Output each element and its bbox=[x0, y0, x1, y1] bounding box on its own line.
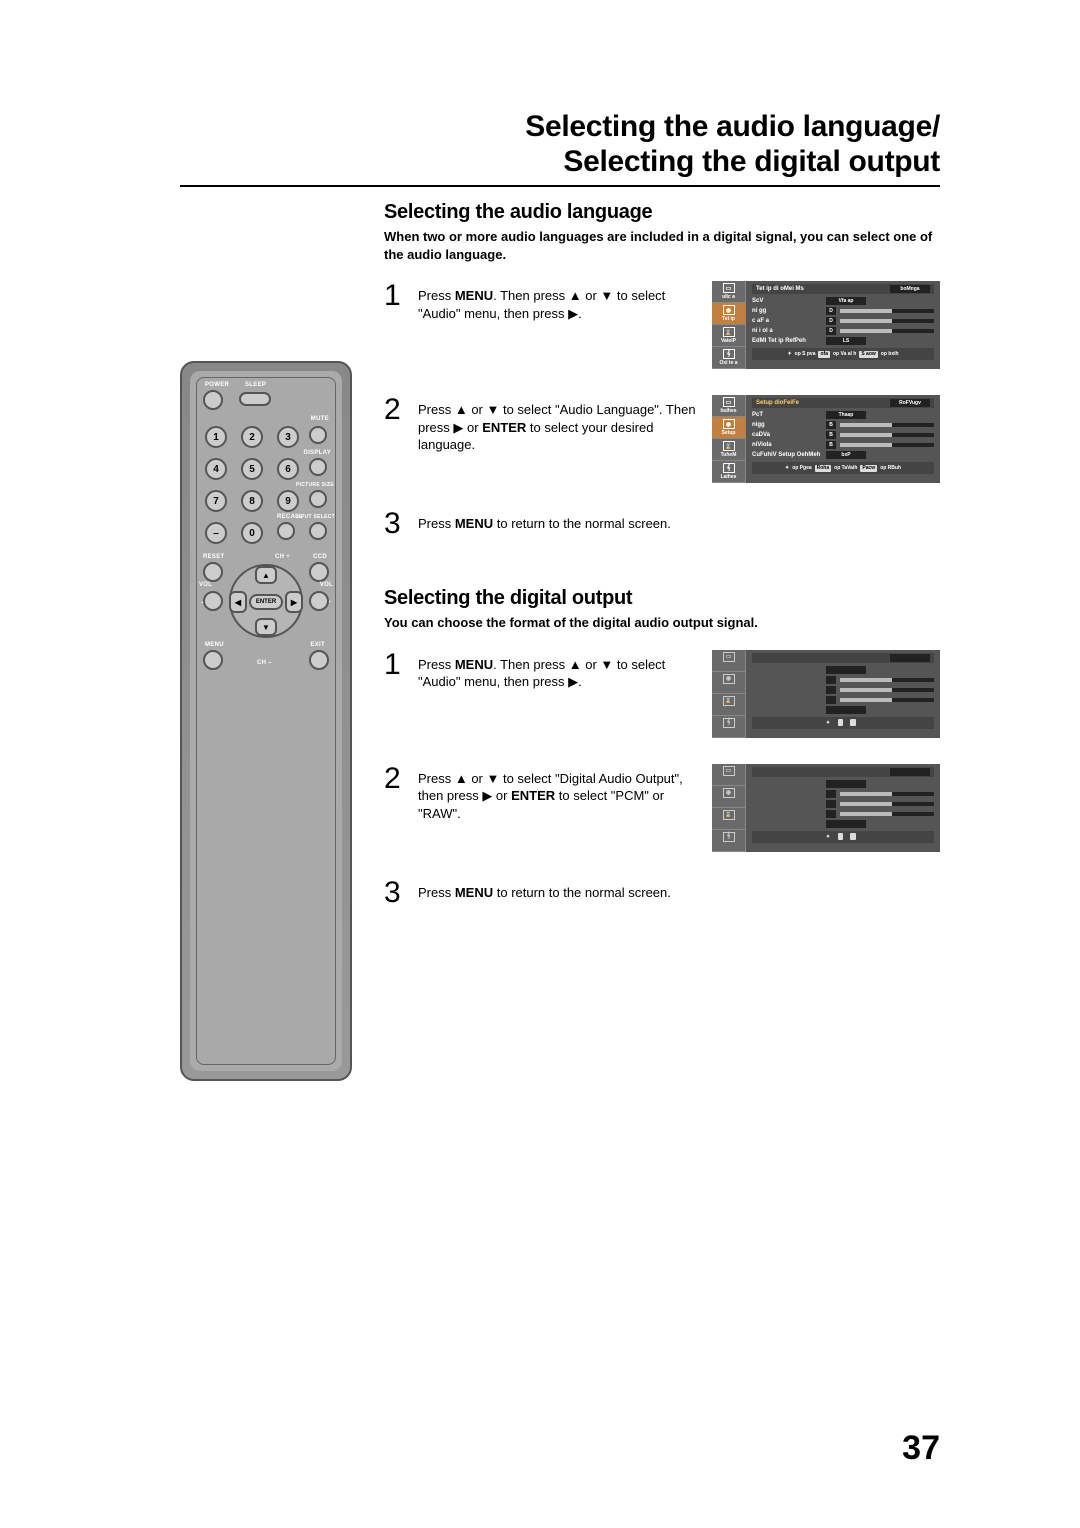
title-line-2: Selecting the digital output bbox=[563, 145, 940, 178]
num-2-button[interactable]: 2 bbox=[241, 426, 263, 448]
vol-up-button[interactable] bbox=[309, 591, 329, 611]
osd-screenshot-4: ▭. ◉. ⌛. 𝄞. .. .. .. .. .. .. ✦.. bbox=[712, 764, 940, 852]
num-4-button[interactable]: 4 bbox=[205, 458, 227, 480]
title-line-1: Selecting the audio language/ bbox=[525, 110, 940, 143]
s2-step-1: 1 Press MENU. Then press ▲ or ▼ to selec… bbox=[384, 650, 940, 738]
num-6-button[interactable]: 6 bbox=[277, 458, 299, 480]
step-number: 2 bbox=[384, 395, 404, 425]
osd-screenshot-3: ▭. ◉. ⌛. 𝄞. .. .. .. .. .. .. ✦.. bbox=[712, 650, 940, 738]
exit-button[interactable] bbox=[309, 650, 329, 670]
remote-control: POWER SLEEP MUTE 1 2 3 DISPLAY 4 5 6 PIC… bbox=[180, 361, 352, 1081]
label-power: POWER bbox=[205, 382, 229, 388]
label-picsize: PICTURE SIZE bbox=[296, 482, 334, 488]
label-chminus: CH – bbox=[257, 660, 272, 666]
num-3-button[interactable]: 3 bbox=[277, 426, 299, 448]
num-5-button[interactable]: 5 bbox=[241, 458, 263, 480]
step-text: Press MENU. Then press ▲ or ▼ to select … bbox=[418, 281, 698, 322]
step-text: Press ▲ or ▼ to select "Digital Audio Ou… bbox=[418, 764, 698, 823]
content-columns: POWER SLEEP MUTE 1 2 3 DISPLAY 4 5 6 PIC… bbox=[180, 201, 940, 1081]
s1-step-1: 1 Press MENU. Then press ▲ or ▼ to selec… bbox=[384, 281, 940, 369]
s2-step-3: 3 Press MENU to return to the normal scr… bbox=[384, 878, 940, 908]
label-mute: MUTE bbox=[311, 416, 329, 422]
osd-screenshot-2: ▭buihes ◉Setup ⌛TuheM 𝄞Laihes Setup dioF… bbox=[712, 395, 940, 483]
menu-button[interactable] bbox=[203, 650, 223, 670]
s1-step-2: 2 Press ▲ or ▼ to select "Audio Language… bbox=[384, 395, 940, 483]
step-number: 3 bbox=[384, 878, 404, 908]
input-select-button[interactable] bbox=[309, 522, 327, 540]
step-text: Press MENU to return to the normal scree… bbox=[418, 878, 940, 902]
remote-column: POWER SLEEP MUTE 1 2 3 DISPLAY 4 5 6 PIC… bbox=[180, 201, 360, 1081]
label-volplus: VOL bbox=[320, 582, 333, 588]
step-number: 3 bbox=[384, 509, 404, 539]
label-ccd: CCD bbox=[313, 554, 327, 560]
dash-button[interactable]: – bbox=[205, 522, 227, 544]
step-number: 2 bbox=[384, 764, 404, 794]
mute-button[interactable] bbox=[309, 426, 327, 444]
ccd-button[interactable] bbox=[309, 562, 329, 582]
enter-button[interactable]: ENTER bbox=[249, 594, 283, 610]
step-text: Press MENU. Then press ▲ or ▼ to select … bbox=[418, 650, 698, 691]
label-menu: MENU bbox=[205, 642, 224, 648]
step-text: Press MENU to return to the normal scree… bbox=[418, 509, 940, 533]
page-title: Selecting the audio language/ Selecting … bbox=[180, 110, 940, 179]
page-number: 37 bbox=[902, 1429, 940, 1468]
reset-button[interactable] bbox=[203, 562, 223, 582]
section-1-desc: When two or more audio languages are inc… bbox=[384, 228, 940, 263]
section-2-title: Selecting the digital output bbox=[384, 587, 940, 610]
recall-button[interactable] bbox=[277, 522, 295, 540]
step-text: Press ▲ or ▼ to select "Audio Language".… bbox=[418, 395, 698, 454]
step-number: 1 bbox=[384, 281, 404, 311]
left-button[interactable]: ◀ bbox=[229, 591, 247, 613]
label-chplus: CH + bbox=[275, 554, 290, 560]
title-rule bbox=[180, 185, 940, 187]
s1-step-3: 3 Press MENU to return to the normal scr… bbox=[384, 509, 940, 539]
label-inputsel: INPUT SELECT bbox=[295, 514, 335, 520]
label-volminus: VOL bbox=[199, 582, 212, 588]
label-sleep: SLEEP bbox=[245, 382, 266, 388]
num-7-button[interactable]: 7 bbox=[205, 490, 227, 512]
osd-screenshot-1: ▭uIlc a ◉Tet ip ⌛VateiP 𝄞Oxi te a Tet ip… bbox=[712, 281, 940, 369]
down-button[interactable]: ▼ bbox=[255, 618, 277, 636]
section-1-title: Selecting the audio language bbox=[384, 201, 940, 224]
s2-step-2: 2 Press ▲ or ▼ to select "Digital Audio … bbox=[384, 764, 940, 852]
manual-page: Selecting the audio language/ Selecting … bbox=[0, 0, 1080, 1528]
label-reset: RESET bbox=[203, 554, 225, 560]
sleep-button[interactable] bbox=[239, 392, 271, 406]
label-display: DISPLAY bbox=[303, 450, 331, 456]
step-number: 1 bbox=[384, 650, 404, 680]
power-button[interactable] bbox=[203, 390, 223, 410]
vol-down-button[interactable] bbox=[203, 591, 223, 611]
picsize-button[interactable] bbox=[309, 490, 327, 508]
num-8-button[interactable]: 8 bbox=[241, 490, 263, 512]
instructions-column: Selecting the audio language When two or… bbox=[384, 201, 940, 1081]
num-1-button[interactable]: 1 bbox=[205, 426, 227, 448]
num-9-button[interactable]: 9 bbox=[277, 490, 299, 512]
section-2-desc: You can choose the format of the digital… bbox=[384, 614, 940, 632]
right-button[interactable]: ▶ bbox=[285, 591, 303, 613]
num-0-button[interactable]: 0 bbox=[241, 522, 263, 544]
label-exit: EXIT bbox=[310, 642, 325, 648]
up-button[interactable]: ▲ bbox=[255, 566, 277, 584]
display-button[interactable] bbox=[309, 458, 327, 476]
